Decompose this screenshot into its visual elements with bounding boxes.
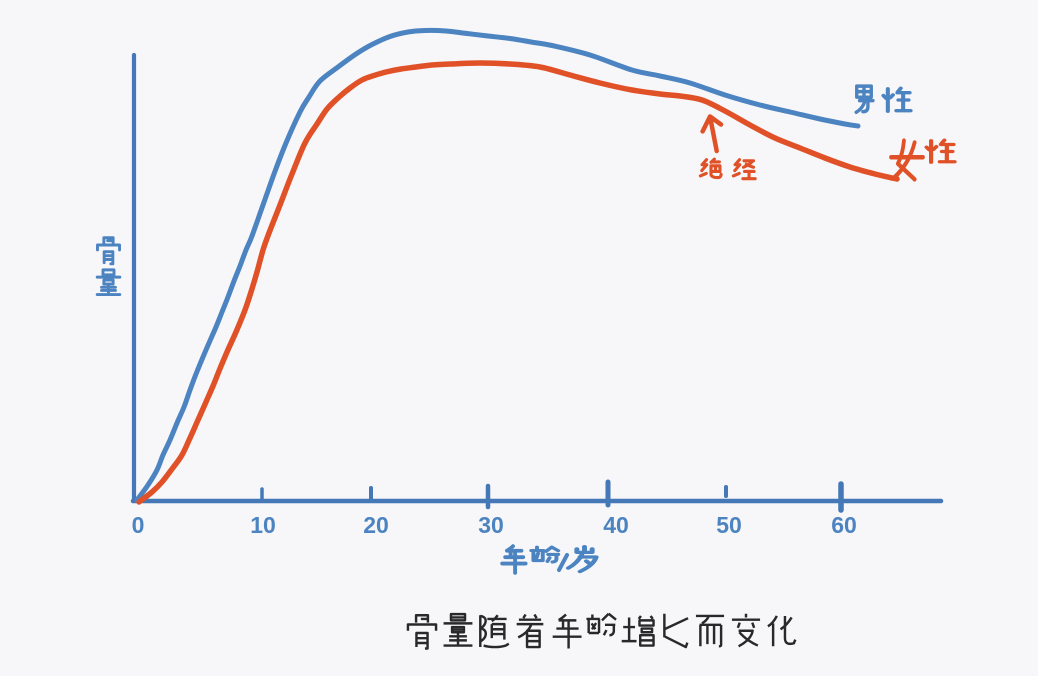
svg-text:50: 50 xyxy=(716,512,742,538)
svg-text:30: 30 xyxy=(478,512,504,538)
svg-text:10: 10 xyxy=(250,512,276,538)
svg-text:40: 40 xyxy=(603,512,629,538)
svg-text:0: 0 xyxy=(132,512,145,538)
svg-text:60: 60 xyxy=(831,512,857,538)
svg-text:20: 20 xyxy=(363,512,389,538)
